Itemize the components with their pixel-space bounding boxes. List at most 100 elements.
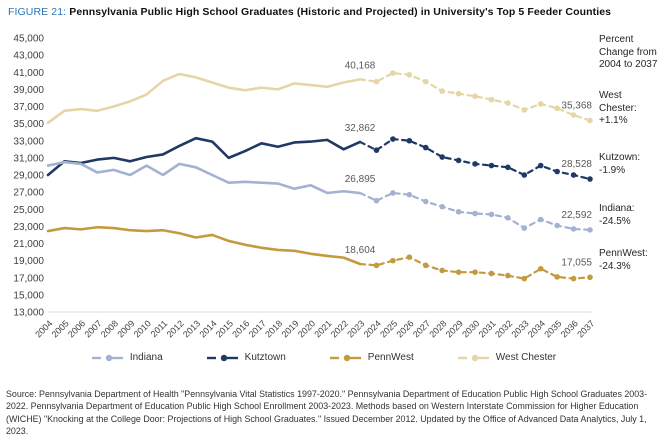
projected-point-indiana — [439, 203, 445, 210]
x-axis-tick-label: 2019 — [280, 318, 301, 339]
y-axis-tick-label: 41,000 — [13, 68, 44, 79]
y-axis-tick-label: 35,000 — [13, 119, 44, 130]
projected-point-indiana — [455, 209, 462, 215]
x-axis-tick-label: 2022 — [329, 318, 350, 339]
x-axis-tick-label: 2025 — [378, 318, 399, 339]
projected-point-west-chester — [439, 88, 445, 94]
projected-point-west-chester — [554, 105, 560, 112]
projected-point-indiana — [521, 225, 528, 231]
percent-change-pennwest: PennWest: -24.3% — [599, 248, 648, 272]
projected-point-west-chester — [488, 96, 495, 103]
projected-point-pennwest — [521, 275, 528, 282]
projected-point-kutztown — [505, 164, 511, 171]
line-chart: 45,000 43,000 41,000 39,000 37,000 35,000 33,0… — [13, 34, 596, 340]
projected-point-west-chester — [521, 107, 528, 113]
projected-point-pennwest — [587, 274, 593, 281]
x-axis-tick-label: 2026 — [395, 318, 416, 339]
x-axis-tick-label: 2017 — [247, 318, 268, 339]
x-axis-tick-label: 2009 — [115, 318, 136, 339]
legend-item-indiana: Indiana — [91, 352, 163, 363]
projected-point-indiana — [505, 215, 511, 221]
x-axis-tick-label: 2016 — [230, 318, 251, 339]
projected-point-kutztown — [422, 144, 429, 151]
value-label-2037-pennwest: 17,055 — [561, 257, 592, 268]
x-axis-tick-label: 2036 — [559, 318, 580, 339]
projected-point-west-chester — [406, 72, 413, 78]
chart-legend: Indiana Kutztown PennWest West Chester — [24, 352, 624, 363]
projected-point-pennwest — [373, 262, 380, 269]
y-axis-tick-label: 39,000 — [13, 85, 44, 96]
figure-title: FIGURE 21: Pennsylvania Public High Scho… — [8, 6, 611, 18]
series-line-historic-indiana — [46, 160, 362, 195]
projected-point-pennwest — [439, 267, 445, 274]
projected-point-kutztown — [554, 168, 560, 175]
projected-point-pennwest — [422, 262, 429, 269]
projected-point-kutztown — [570, 172, 577, 178]
y-axis-tick-label: 31,000 — [13, 153, 44, 164]
projected-point-west-chester — [587, 117, 593, 124]
y-axis-tick-label: 43,000 — [13, 51, 44, 62]
projected-point-kutztown — [439, 154, 445, 160]
projected-point-indiana — [537, 216, 544, 223]
source-note: Source: Pennsylvania Department of Healt… — [6, 389, 648, 436]
legend-label: Indiana — [129, 352, 163, 363]
projected-point-pennwest — [406, 254, 413, 260]
x-axis-tick-label: 2006 — [66, 318, 87, 339]
x-axis-tick-label: 2030 — [460, 318, 481, 339]
x-axis-tick-label: 2015 — [214, 318, 235, 339]
projected-point-indiana — [406, 191, 413, 198]
x-axis-tick-label: 2014 — [197, 318, 218, 339]
projected-point-indiana — [422, 198, 429, 205]
x-axis-tick-label: 2021 — [312, 318, 333, 339]
projected-point-kutztown — [521, 172, 528, 178]
projected-point-indiana — [390, 190, 396, 196]
legend-item-pennwest: PennWest — [329, 352, 414, 363]
projected-point-kutztown — [406, 137, 413, 144]
x-axis-tick-label: 2020 — [296, 318, 317, 339]
projected-point-indiana — [587, 227, 593, 233]
projected-point-west-chester — [455, 90, 462, 97]
x-axis-tick-label: 2027 — [411, 318, 432, 339]
projected-point-pennwest — [390, 257, 396, 264]
percent-change-kutzown: Kutzown: -1.9% — [599, 152, 641, 176]
legend-marker-icon — [457, 354, 489, 361]
legend-label: West Chester — [495, 352, 557, 363]
x-axis-tick-label: 2012 — [165, 318, 186, 339]
x-axis-tick-label: 2010 — [132, 318, 153, 339]
x-axis-tick-label: 2018 — [263, 318, 284, 339]
series-line-projected-indiana — [358, 191, 592, 231]
y-axis-tick-label: 33,000 — [13, 136, 44, 147]
legend-marker-icon — [329, 354, 361, 361]
legend-label: PennWest — [367, 352, 414, 363]
x-axis-tick-label: 2029 — [444, 318, 465, 339]
value-label-2023-indiana: 26,895 — [345, 174, 376, 185]
figure-title-text: Pennsylvania Public High School Graduate… — [69, 6, 612, 18]
projected-point-indiana — [488, 211, 495, 218]
legend-marker-icon — [91, 354, 123, 361]
y-axis-tick-label: 17,000 — [13, 273, 44, 284]
projected-point-west-chester — [472, 93, 478, 100]
x-axis-tick-label: 2005 — [50, 318, 71, 339]
percent-change-heading: Percent Change from 2004 to 2037 — [599, 34, 658, 71]
projected-point-kutztown — [390, 136, 396, 142]
value-label-2023-kutztown: 32,862 — [345, 123, 376, 134]
figure-number-label: FIGURE 21: — [8, 6, 67, 18]
x-axis-tick-label: 2031 — [477, 318, 498, 339]
x-axis-tick-label: 2032 — [493, 318, 514, 339]
legend-item-kutztown: Kutztown — [206, 352, 286, 363]
y-axis-tick-label: 13,000 — [13, 308, 44, 319]
legend-label: Kutztown — [244, 352, 286, 363]
projected-point-pennwest — [505, 272, 511, 279]
value-label-2023-pennwest: 18,604 — [345, 245, 376, 256]
projected-point-indiana — [554, 222, 560, 229]
x-axis-tick-label: 2033 — [509, 318, 530, 339]
projected-point-kutztown — [488, 162, 495, 169]
y-axis-tick-label: 19,000 — [13, 256, 44, 267]
value-label-2037-kutztown: 28,528 — [561, 159, 592, 170]
x-axis-tick-label: 2008 — [99, 318, 120, 339]
legend-item-west-chester: West Chester — [457, 352, 557, 363]
projected-point-west-chester — [537, 101, 544, 107]
projected-point-pennwest — [472, 269, 478, 275]
x-axis-tick-label: 2034 — [526, 318, 547, 339]
series-line-historic-kutztown — [46, 136, 362, 177]
